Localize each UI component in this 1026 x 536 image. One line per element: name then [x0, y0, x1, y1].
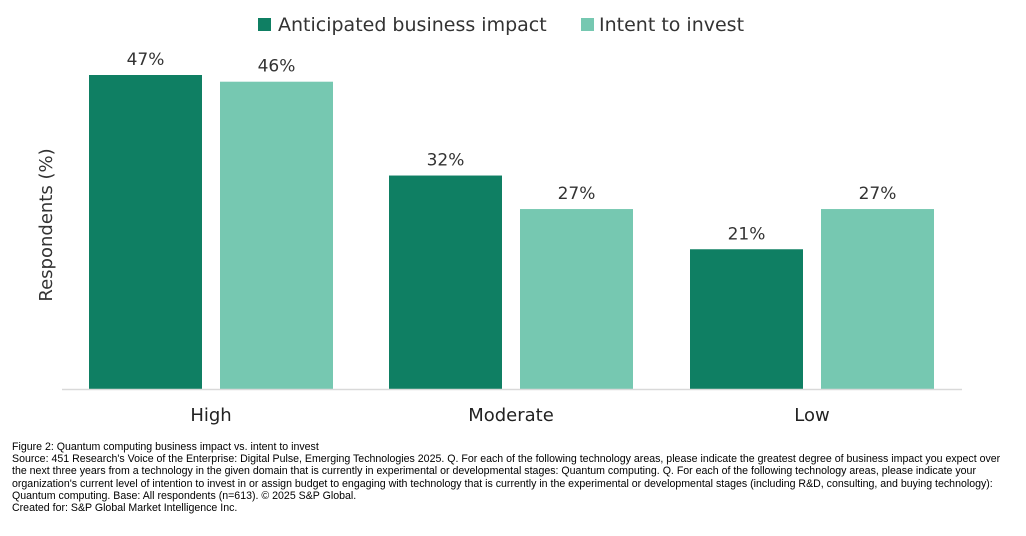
- x-axis-ticks: High Moderate Low: [190, 405, 829, 426]
- figure-title: Figure 2: Quantum computing business imp…: [12, 441, 319, 453]
- source-note: Source: 451 Research's Voice of the Ente…: [12, 453, 1001, 502]
- x-tick-label-moderate: Moderate: [468, 405, 554, 426]
- bar-high-intent-to-invest: [220, 81, 333, 391]
- value-label-moderate-intent-to-invest: 27%: [558, 184, 596, 204]
- bar-low-anticipated-business-impact: [690, 249, 803, 390]
- bar-chart: Anticipated business impact Intent to in…: [36, 14, 962, 426]
- value-label-low-intent-to-invest: 27%: [859, 184, 897, 204]
- x-tick-label-high: High: [190, 405, 231, 426]
- chart-legend: Anticipated business impact Intent to in…: [258, 14, 744, 36]
- value-label-low-anticipated-business-impact: 21%: [728, 224, 766, 244]
- figure-caption: Figure 2: Quantum computing business imp…: [12, 441, 1012, 514]
- bar-low-intent-to-invest: [821, 209, 934, 390]
- bar-high-anticipated-business-impact: [89, 75, 202, 390]
- bar-moderate-intent-to-invest: [520, 209, 633, 390]
- legend-label-intent-to-invest: Intent to invest: [599, 14, 744, 36]
- bars-group: [89, 75, 934, 391]
- value-label-high-anticipated-business-impact: 47%: [127, 50, 165, 70]
- value-labels-group: 47% 46% 32% 27% 21% 27%: [127, 50, 897, 244]
- value-label-high-intent-to-invest: 46%: [258, 57, 296, 77]
- x-tick-label-low: Low: [794, 405, 829, 426]
- y-axis-title: Respondents (%): [36, 148, 57, 301]
- legend-swatch-anticipated-business-impact: [258, 18, 271, 31]
- legend-label-anticipated-business-impact: Anticipated business impact: [278, 14, 547, 36]
- bar-moderate-anticipated-business-impact: [389, 175, 502, 390]
- legend-swatch-intent-to-invest: [581, 18, 594, 31]
- created-for-note: Created for: S&P Global Market Intellige…: [12, 502, 238, 515]
- value-label-moderate-anticipated-business-impact: 32%: [427, 151, 465, 171]
